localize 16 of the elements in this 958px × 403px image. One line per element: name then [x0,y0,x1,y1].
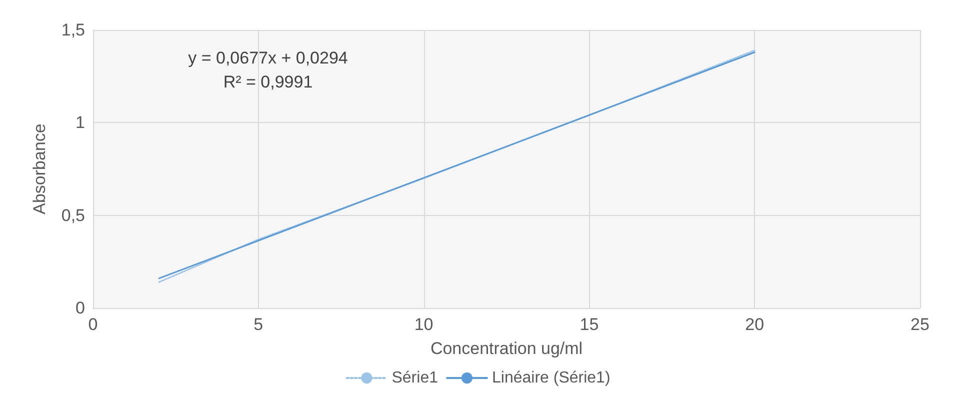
annotation: R² = 0,9991 [223,72,313,92]
legend-label: Linéaire (Série1) [492,370,610,386]
y-tick-label: 1 [76,113,85,132]
y-tick-label: 0 [76,298,85,318]
x-tick-label: 10 [414,315,434,334]
y-tick-label: 0,5 [61,206,85,225]
x-tick-label: 20 [745,315,764,334]
y-axis-title: Absorbance [30,124,49,214]
annotation: y = 0,0677x + 0,0294 [188,48,348,68]
x-tick-label: 15 [580,315,599,334]
legend-label: Série1 [392,370,438,386]
x-axis-title: Concentration ug/ml [430,339,583,358]
x-tick-label: 25 [910,315,930,334]
x-tick-label: 0 [88,315,98,334]
x-tick-label: 5 [254,315,264,334]
y-tick-label: 1,5 [61,20,85,40]
